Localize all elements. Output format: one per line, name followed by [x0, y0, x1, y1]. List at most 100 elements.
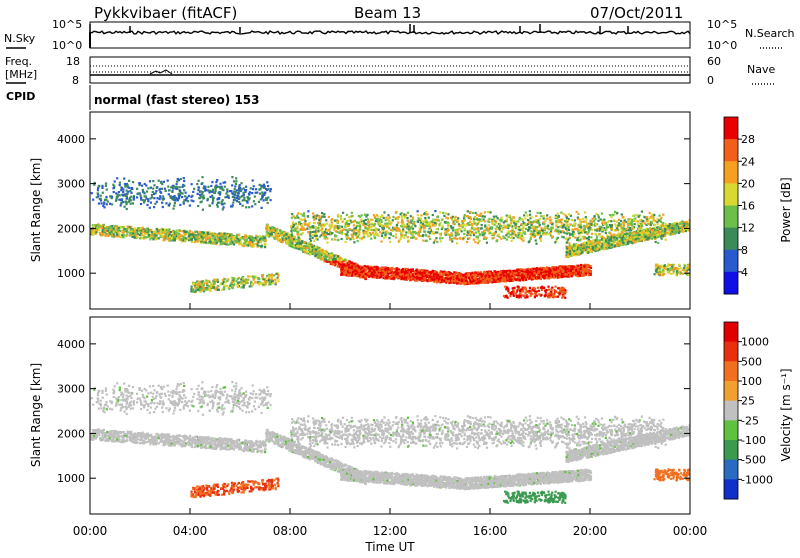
- power-cell: [431, 278, 433, 280]
- power-cell: [143, 201, 145, 203]
- power-cell: [248, 241, 250, 243]
- power-cell: [381, 221, 383, 223]
- power-cell: [582, 272, 584, 274]
- power-cell: [273, 230, 275, 232]
- power-cell: [183, 177, 185, 179]
- noise-right-tick-bottom: 10^0: [707, 39, 737, 52]
- power-cell: [255, 188, 257, 190]
- power-cell: [322, 254, 324, 256]
- power-cell: [275, 235, 277, 237]
- power-cell: [135, 234, 137, 236]
- power-cell: [172, 186, 174, 188]
- power-cell: [117, 229, 119, 231]
- power-cell: [207, 186, 209, 188]
- power-cell: [247, 197, 249, 199]
- power-cell: [462, 277, 464, 279]
- power-cell: [207, 198, 209, 200]
- power-cell: [245, 189, 247, 191]
- power-cell: [171, 191, 173, 193]
- power-cell: [428, 273, 430, 275]
- power-cell: [341, 273, 343, 275]
- power-cell: [538, 277, 540, 279]
- noise-trace: [90, 24, 690, 48]
- power-cell: [122, 191, 124, 193]
- power-cell: [259, 235, 261, 237]
- power-cell: [178, 195, 180, 197]
- power-cell: [184, 195, 186, 197]
- power-cell: [222, 208, 224, 210]
- power-cell: [129, 232, 131, 234]
- power-cell: [628, 229, 630, 231]
- power-cell: [111, 203, 113, 205]
- power-cell: [197, 205, 199, 207]
- power-cell: [234, 185, 236, 187]
- power-cell: [435, 275, 437, 277]
- power-cell: [283, 239, 285, 241]
- power-cell: [443, 280, 445, 282]
- power-cell: [332, 259, 334, 261]
- power-cell: [465, 276, 467, 278]
- power-cell: [125, 200, 127, 202]
- power-cell: [330, 254, 332, 256]
- power-cell: [311, 246, 313, 248]
- cpid-mode: normal (fast stereo) 153: [94, 93, 260, 107]
- power-cell: [226, 241, 228, 243]
- power-cell: [296, 245, 298, 247]
- power-cell: [477, 278, 479, 280]
- power-cell: [263, 184, 265, 186]
- noise-left-tick-top: 10^5: [52, 18, 82, 31]
- power-cell: [464, 274, 466, 276]
- power-cell: [482, 215, 484, 217]
- power-cell: [325, 257, 327, 259]
- power-cell: [141, 185, 143, 187]
- power-cell: [580, 264, 582, 266]
- power-cell: [147, 200, 149, 202]
- power-cell: [464, 228, 466, 230]
- power-cell: [261, 207, 263, 209]
- power-cell: [658, 215, 660, 217]
- power-cell: [128, 201, 130, 203]
- power-cell: [124, 193, 126, 195]
- power-cell: [540, 275, 542, 277]
- power-cell: [300, 245, 302, 247]
- power-cell: [395, 236, 397, 238]
- power-cell: [655, 241, 657, 243]
- power-cell: [145, 198, 147, 200]
- power-cell: [239, 203, 241, 205]
- power-cell: [359, 228, 361, 230]
- power-cell: [574, 228, 576, 230]
- power-cell: [132, 181, 134, 183]
- power-cell: [252, 179, 254, 181]
- power-cell: [176, 237, 178, 239]
- power-cell: [212, 200, 214, 202]
- power-cell: [106, 203, 108, 205]
- power-cell: [480, 273, 482, 275]
- power-cell: [231, 176, 233, 178]
- power-cell: [137, 227, 139, 229]
- power-cell: [280, 230, 282, 232]
- power-cell: [91, 230, 93, 232]
- power-cell: [97, 189, 99, 191]
- power-cell: [181, 196, 183, 198]
- power-cell: [158, 180, 160, 182]
- power-cell: [429, 238, 431, 240]
- power-cell: [267, 185, 269, 187]
- power-cell: [120, 189, 122, 191]
- power-cell: [232, 202, 234, 204]
- power-cell: [470, 281, 472, 283]
- power-cell: [465, 280, 467, 282]
- power-cell: [174, 202, 176, 204]
- power-cell: [162, 206, 164, 208]
- power-cell: [510, 224, 512, 226]
- power-cell: [531, 272, 533, 274]
- power-cell: [151, 237, 153, 239]
- power-cell: [159, 198, 161, 200]
- power-cell: [268, 228, 270, 230]
- power-cell: [433, 273, 435, 275]
- power-cell: [300, 248, 302, 250]
- power-cell: [524, 217, 526, 219]
- power-cell: [223, 238, 225, 240]
- power-cell: [418, 269, 420, 271]
- power-cell: [126, 190, 128, 192]
- power-cell: [266, 181, 268, 183]
